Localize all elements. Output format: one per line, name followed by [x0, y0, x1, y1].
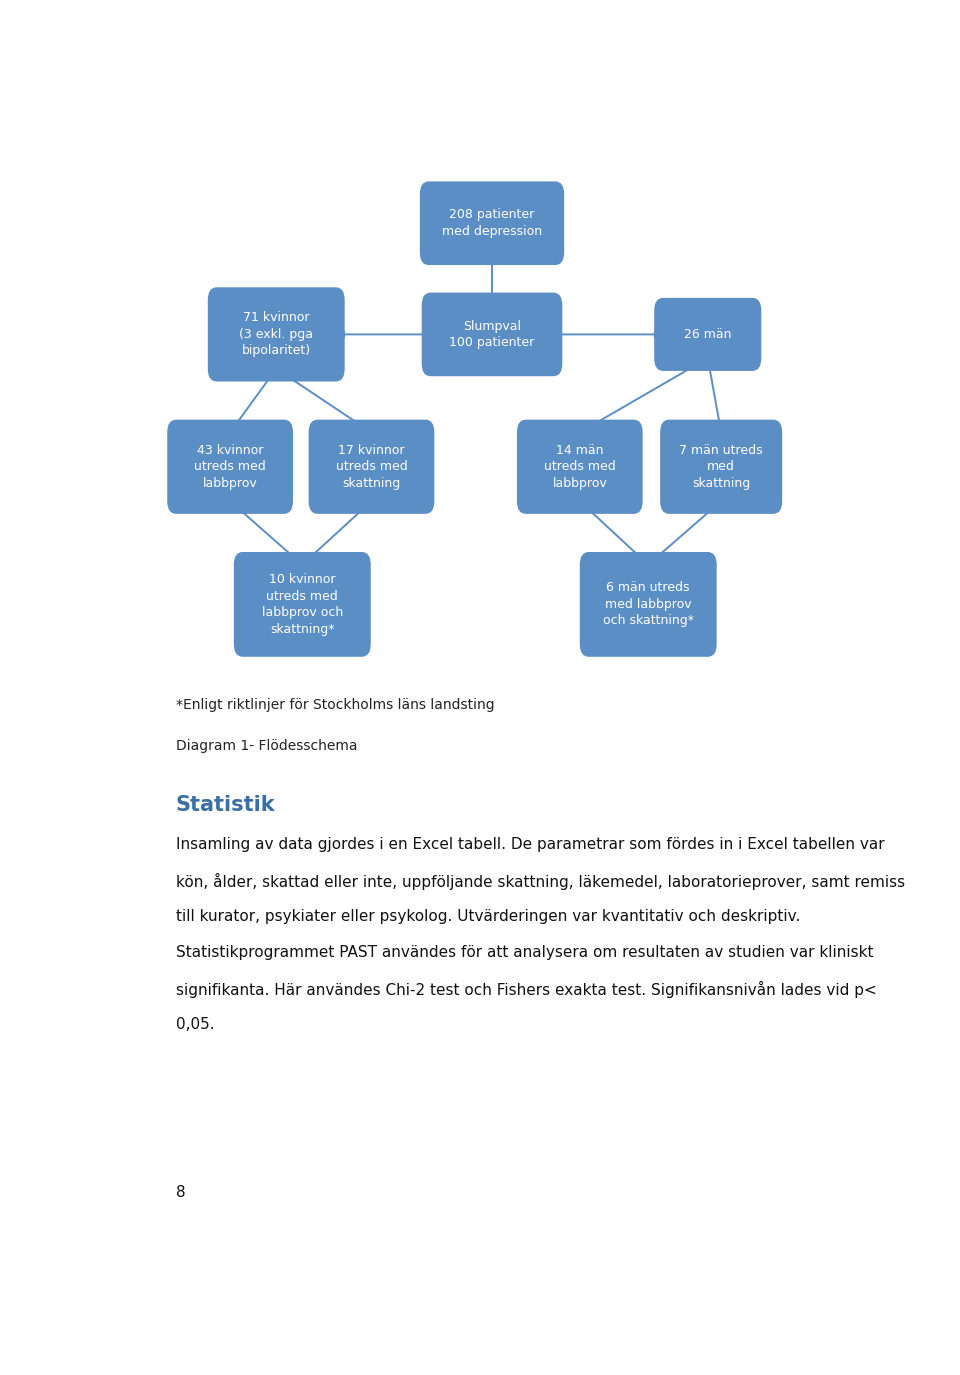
FancyBboxPatch shape — [421, 293, 563, 377]
Text: 26 män: 26 män — [684, 327, 732, 341]
Text: 14 män
utreds med
labbprov: 14 män utreds med labbprov — [544, 444, 615, 489]
Text: 6 män utreds
med labbprov
och skattning*: 6 män utreds med labbprov och skattning* — [603, 582, 694, 627]
Text: Statistikprogrammet PAST användes för att analysera om resultaten av studien var: Statistikprogrammet PAST användes för at… — [176, 945, 874, 960]
FancyBboxPatch shape — [167, 419, 293, 514]
Text: 0,05.: 0,05. — [176, 1018, 214, 1033]
Text: Slumpval
100 patienter: Slumpval 100 patienter — [449, 319, 535, 349]
Text: Diagram 1- Flödesschema: Diagram 1- Flödesschema — [176, 738, 357, 754]
Text: Insamling av data gjordes i en Excel tabell. De parametrar som fördes in i Excel: Insamling av data gjordes i en Excel tab… — [176, 837, 884, 852]
FancyBboxPatch shape — [660, 419, 782, 514]
Text: 10 kvinnor
utreds med
labbprov och
skattning*: 10 kvinnor utreds med labbprov och skatt… — [262, 573, 343, 635]
Text: till kurator, psykiater eller psykolog. Utvärderingen var kvantitativ och deskri: till kurator, psykiater eller psykolog. … — [176, 909, 801, 924]
FancyBboxPatch shape — [516, 419, 642, 514]
Text: 17 kvinnor
utreds med
skattning: 17 kvinnor utreds med skattning — [336, 444, 407, 489]
Text: 71 kvinnor
(3 exkl. pga
bipolaritet): 71 kvinnor (3 exkl. pga bipolaritet) — [239, 311, 313, 358]
Text: signifikanta. Här användes Chi-2 test och Fishers exakta test. Signifikansnivån : signifikanta. Här användes Chi-2 test oc… — [176, 982, 876, 998]
FancyBboxPatch shape — [308, 419, 434, 514]
Text: kön, ålder, skattad eller inte, uppföljande skattning, läkemedel, laboratoriepro: kön, ålder, skattad eller inte, uppfölja… — [176, 873, 905, 891]
Text: Statistik: Statistik — [176, 795, 276, 815]
Text: 208 patienter
med depression: 208 patienter med depression — [442, 209, 542, 238]
FancyBboxPatch shape — [234, 551, 371, 657]
Text: *Enligt riktlinjer för Stockholms läns landsting: *Enligt riktlinjer för Stockholms läns l… — [176, 697, 494, 711]
FancyBboxPatch shape — [580, 551, 717, 657]
FancyBboxPatch shape — [654, 298, 761, 371]
FancyBboxPatch shape — [207, 287, 345, 381]
Text: 43 kvinnor
utreds med
labbprov: 43 kvinnor utreds med labbprov — [194, 444, 266, 489]
FancyBboxPatch shape — [420, 182, 564, 265]
Text: 8: 8 — [176, 1185, 185, 1200]
Text: 7 män utreds
med
skattning: 7 män utreds med skattning — [680, 444, 763, 489]
